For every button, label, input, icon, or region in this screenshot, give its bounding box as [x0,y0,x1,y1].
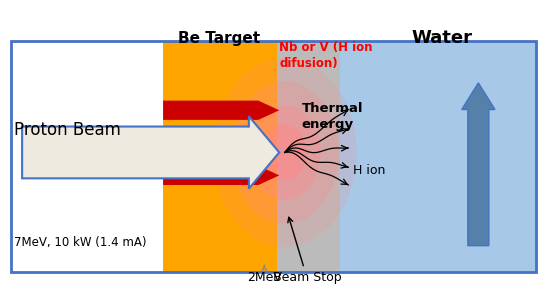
FancyArrow shape [163,166,279,185]
Text: Water: Water [412,30,473,47]
Text: Nb or V (H ion
difusion): Nb or V (H ion difusion) [279,41,373,70]
Bar [11,41,163,272]
Text: Beam Stop: Beam Stop [273,217,341,284]
FancyArrow shape [22,116,279,189]
FancyArrow shape [163,101,279,120]
Text: Be Target: Be Target [179,31,260,46]
Bar [276,41,340,272]
Bar [163,41,276,272]
Text: Proton Beam: Proton Beam [14,121,121,139]
Text: Thermal
energy: Thermal energy [301,102,363,131]
Ellipse shape [263,124,306,181]
Ellipse shape [231,81,338,223]
Ellipse shape [249,105,321,200]
FancyArrow shape [462,83,495,246]
Text: H ion: H ion [353,164,385,177]
Text: 2MeV: 2MeV [247,266,282,284]
Bar [340,41,536,272]
Ellipse shape [213,58,357,247]
Text: 7MeV, 10 kW (1.4 mA): 7MeV, 10 kW (1.4 mA) [14,236,147,249]
